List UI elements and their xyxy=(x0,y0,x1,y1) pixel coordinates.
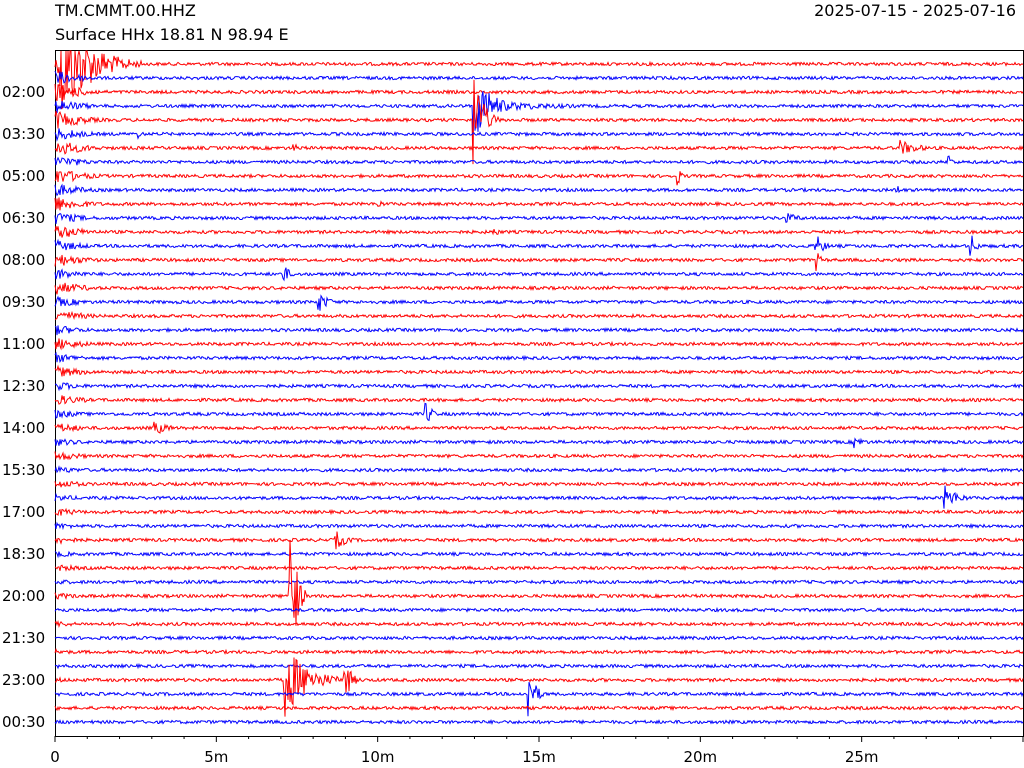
trace-row xyxy=(54,50,1024,110)
y-tick-label: 11:00 xyxy=(2,335,45,353)
trace-row xyxy=(54,657,1024,717)
trace-row xyxy=(54,351,1023,363)
station-subtitle: Surface HHx 18.81 N 98.94 E xyxy=(55,25,289,44)
trace-row xyxy=(54,634,1024,641)
trace-row xyxy=(54,465,1024,474)
trace-row xyxy=(54,139,1024,155)
x-tick-label: 15m xyxy=(522,748,556,766)
trace-row xyxy=(54,421,1024,434)
trace-row xyxy=(54,531,1024,550)
trace-row xyxy=(54,402,1024,422)
trace-row xyxy=(54,310,1024,321)
trace-row xyxy=(54,507,1024,516)
trace-row xyxy=(54,155,1024,166)
trace-row xyxy=(54,719,1024,726)
trace-row xyxy=(54,647,1024,656)
x-tick-label: 10m xyxy=(361,748,395,766)
trace-group xyxy=(54,50,1024,726)
y-tick-label: 15:30 xyxy=(2,461,45,479)
trace-row xyxy=(54,226,1023,238)
plot-frame xyxy=(55,50,1024,737)
trace-row xyxy=(54,606,1024,614)
trace-row xyxy=(54,70,1024,84)
y-tick-label: 18:30 xyxy=(2,545,45,563)
y-tick-label: 05:00 xyxy=(2,167,45,185)
trace-row xyxy=(54,364,1024,377)
y-tick-label: 02:00 xyxy=(2,83,45,101)
trace-row xyxy=(54,183,1024,197)
y-tick-label: 00:30 xyxy=(2,713,45,731)
trace-row xyxy=(54,485,1024,509)
trace-row xyxy=(54,253,1024,272)
y-axis: 02:00 03:30 05:00 06:30 08:00 09:30 11:00 12:30… xyxy=(2,83,45,731)
trace-row xyxy=(54,563,1024,572)
trace-row xyxy=(54,91,1024,133)
trace-row xyxy=(54,235,1024,256)
trace-row xyxy=(54,480,1024,488)
trace-row xyxy=(54,550,1024,559)
trace-row xyxy=(54,282,1024,295)
y-tick-label: 17:00 xyxy=(2,503,45,521)
y-tick-label: 08:00 xyxy=(2,251,45,269)
trace-row xyxy=(54,704,1024,712)
y-tick-label: 06:30 xyxy=(2,209,45,227)
station-title: TM.CMMT.00.HHZ xyxy=(55,1,196,20)
x-tick-label: 25m xyxy=(845,748,879,766)
x-tick-label: 20m xyxy=(683,748,717,766)
trace-row xyxy=(54,128,1024,142)
trace-row xyxy=(54,579,1024,585)
trace-row xyxy=(54,325,1024,336)
x-tick-label: 5m xyxy=(204,748,228,766)
date-range: 2025-07-15 - 2025-07-16 xyxy=(814,1,1016,20)
trace-row xyxy=(54,83,1024,102)
y-tick-label: 03:30 xyxy=(2,125,45,143)
trace-row xyxy=(54,382,1024,392)
y-tick-label: 09:30 xyxy=(2,293,45,311)
trace-row xyxy=(54,682,1024,717)
trace-row xyxy=(54,79,1024,165)
trace-row xyxy=(54,294,1024,311)
x-tick-label: 0 xyxy=(50,748,60,766)
trace-row xyxy=(54,540,1024,626)
trace-row xyxy=(54,451,1024,461)
trace-row xyxy=(54,521,1024,531)
y-tick-label: 12:30 xyxy=(2,377,45,395)
trace-row xyxy=(54,170,1024,186)
trace-row xyxy=(54,267,1024,282)
y-tick-label: 21:30 xyxy=(2,629,45,647)
x-axis: 0 5m 10m 15m 20m 25m xyxy=(50,736,1024,766)
trace-row xyxy=(54,620,1024,629)
trace-row xyxy=(54,338,1024,351)
y-tick-label: 14:00 xyxy=(2,419,45,437)
trace-row xyxy=(54,662,1024,670)
y-tick-label: 23:00 xyxy=(2,671,45,689)
trace-row xyxy=(54,197,1024,211)
trace-row xyxy=(54,437,1024,449)
trace-row xyxy=(54,395,1024,405)
y-tick-label: 20:00 xyxy=(2,587,45,605)
trace-row xyxy=(54,212,1024,224)
